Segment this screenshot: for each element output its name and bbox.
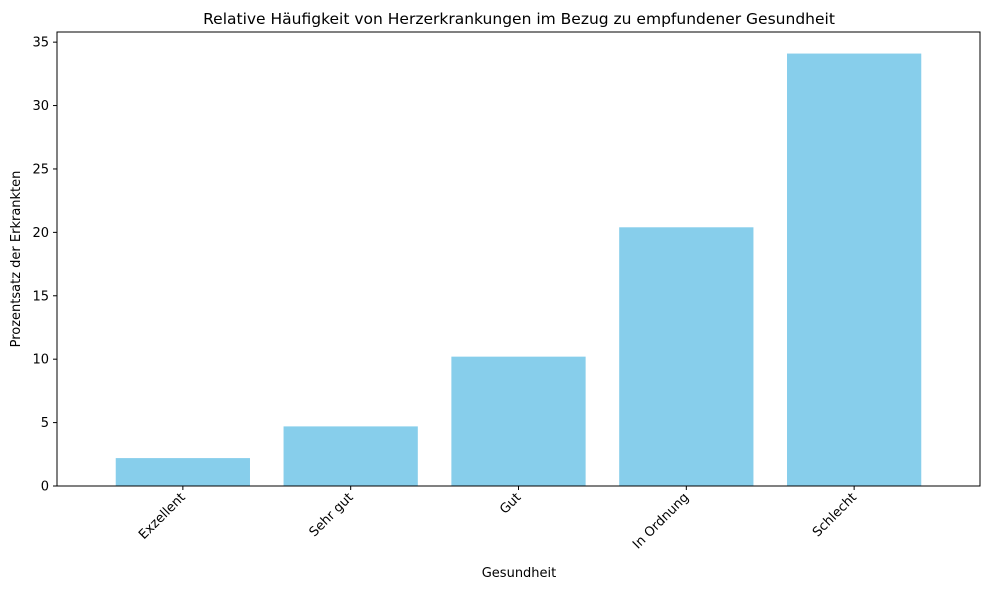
y-tick-label: 15 — [32, 289, 49, 304]
bars — [115, 53, 922, 487]
y-tick-label: 35 — [32, 36, 49, 51]
plot-area-frame — [56, 31, 981, 487]
y-axis-ticks: 0 5 10 15 20 25 30 35 — [32, 36, 57, 495]
bar-in-ordnung — [619, 227, 754, 487]
x-axis-label: Gesundheit — [482, 566, 557, 581]
y-tick-label: 5 — [41, 416, 49, 431]
y-axis-label: Prozentsatz der Erkrankten — [9, 171, 24, 348]
bar-exzellent — [115, 458, 250, 486]
chart-title: Relative Häufigkeit von Herzerkrankungen… — [203, 10, 835, 28]
y-tick-label: 30 — [32, 99, 49, 114]
y-tick-label: 10 — [32, 353, 49, 368]
y-tick-label: 25 — [32, 162, 49, 177]
bar-gut — [451, 356, 586, 486]
bar-schlecht — [787, 53, 922, 487]
bar-sehr-gut — [283, 426, 418, 486]
y-tick-label: 0 — [41, 480, 49, 495]
y-tick-label: 20 — [32, 226, 49, 241]
